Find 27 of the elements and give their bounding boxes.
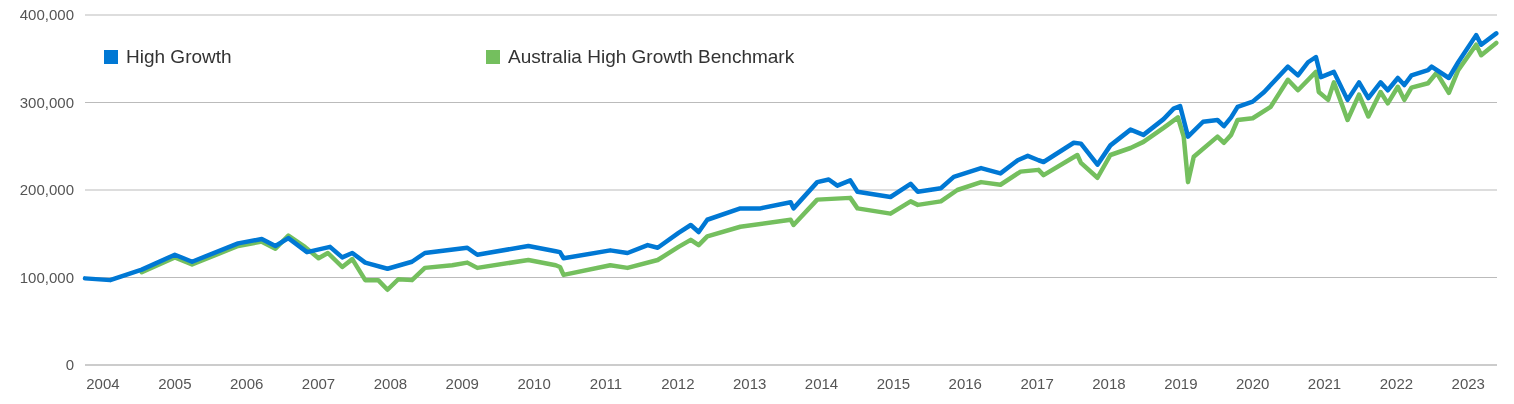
x-tick-label: 2018	[1092, 375, 1126, 392]
legend-label: Australia High Growth Benchmark	[508, 46, 795, 67]
x-tick-label: 2019	[1164, 375, 1198, 392]
y-tick-label: 300,000	[19, 93, 74, 111]
x-tick-label: 2010	[517, 375, 551, 392]
y-tick-label: 0	[65, 356, 74, 374]
x-tick-label: 2022	[1379, 375, 1414, 392]
x-tick-label: 2011	[589, 375, 623, 392]
x-tick-label: 2012	[661, 375, 695, 392]
y-tick-label: 400,000	[19, 6, 74, 24]
x-tick-label: 2008	[373, 375, 408, 392]
x-tick-label: 2015	[876, 375, 911, 392]
x-tick-label: 2021	[1307, 375, 1342, 392]
x-tick-label: 2023	[1451, 375, 1485, 392]
x-tick-label: 2016	[948, 375, 982, 392]
y-tick-label: 100,000	[19, 268, 74, 286]
x-tick-label: 2007	[301, 375, 336, 392]
x-tick-label: 2017	[1020, 375, 1054, 392]
x-tick-label: 2006	[229, 375, 264, 392]
x-tick-label: 2005	[158, 375, 192, 392]
y-tick-label: 200,000	[19, 181, 74, 199]
x-tick-label: 2020	[1236, 375, 1270, 392]
x-tick-label: 2013	[732, 375, 767, 392]
x-tick-label: 2009	[445, 375, 479, 392]
legend-label: High Growth	[126, 46, 232, 67]
x-tick-label: 2004	[86, 375, 120, 392]
x-tick-label: 2014	[804, 375, 839, 392]
